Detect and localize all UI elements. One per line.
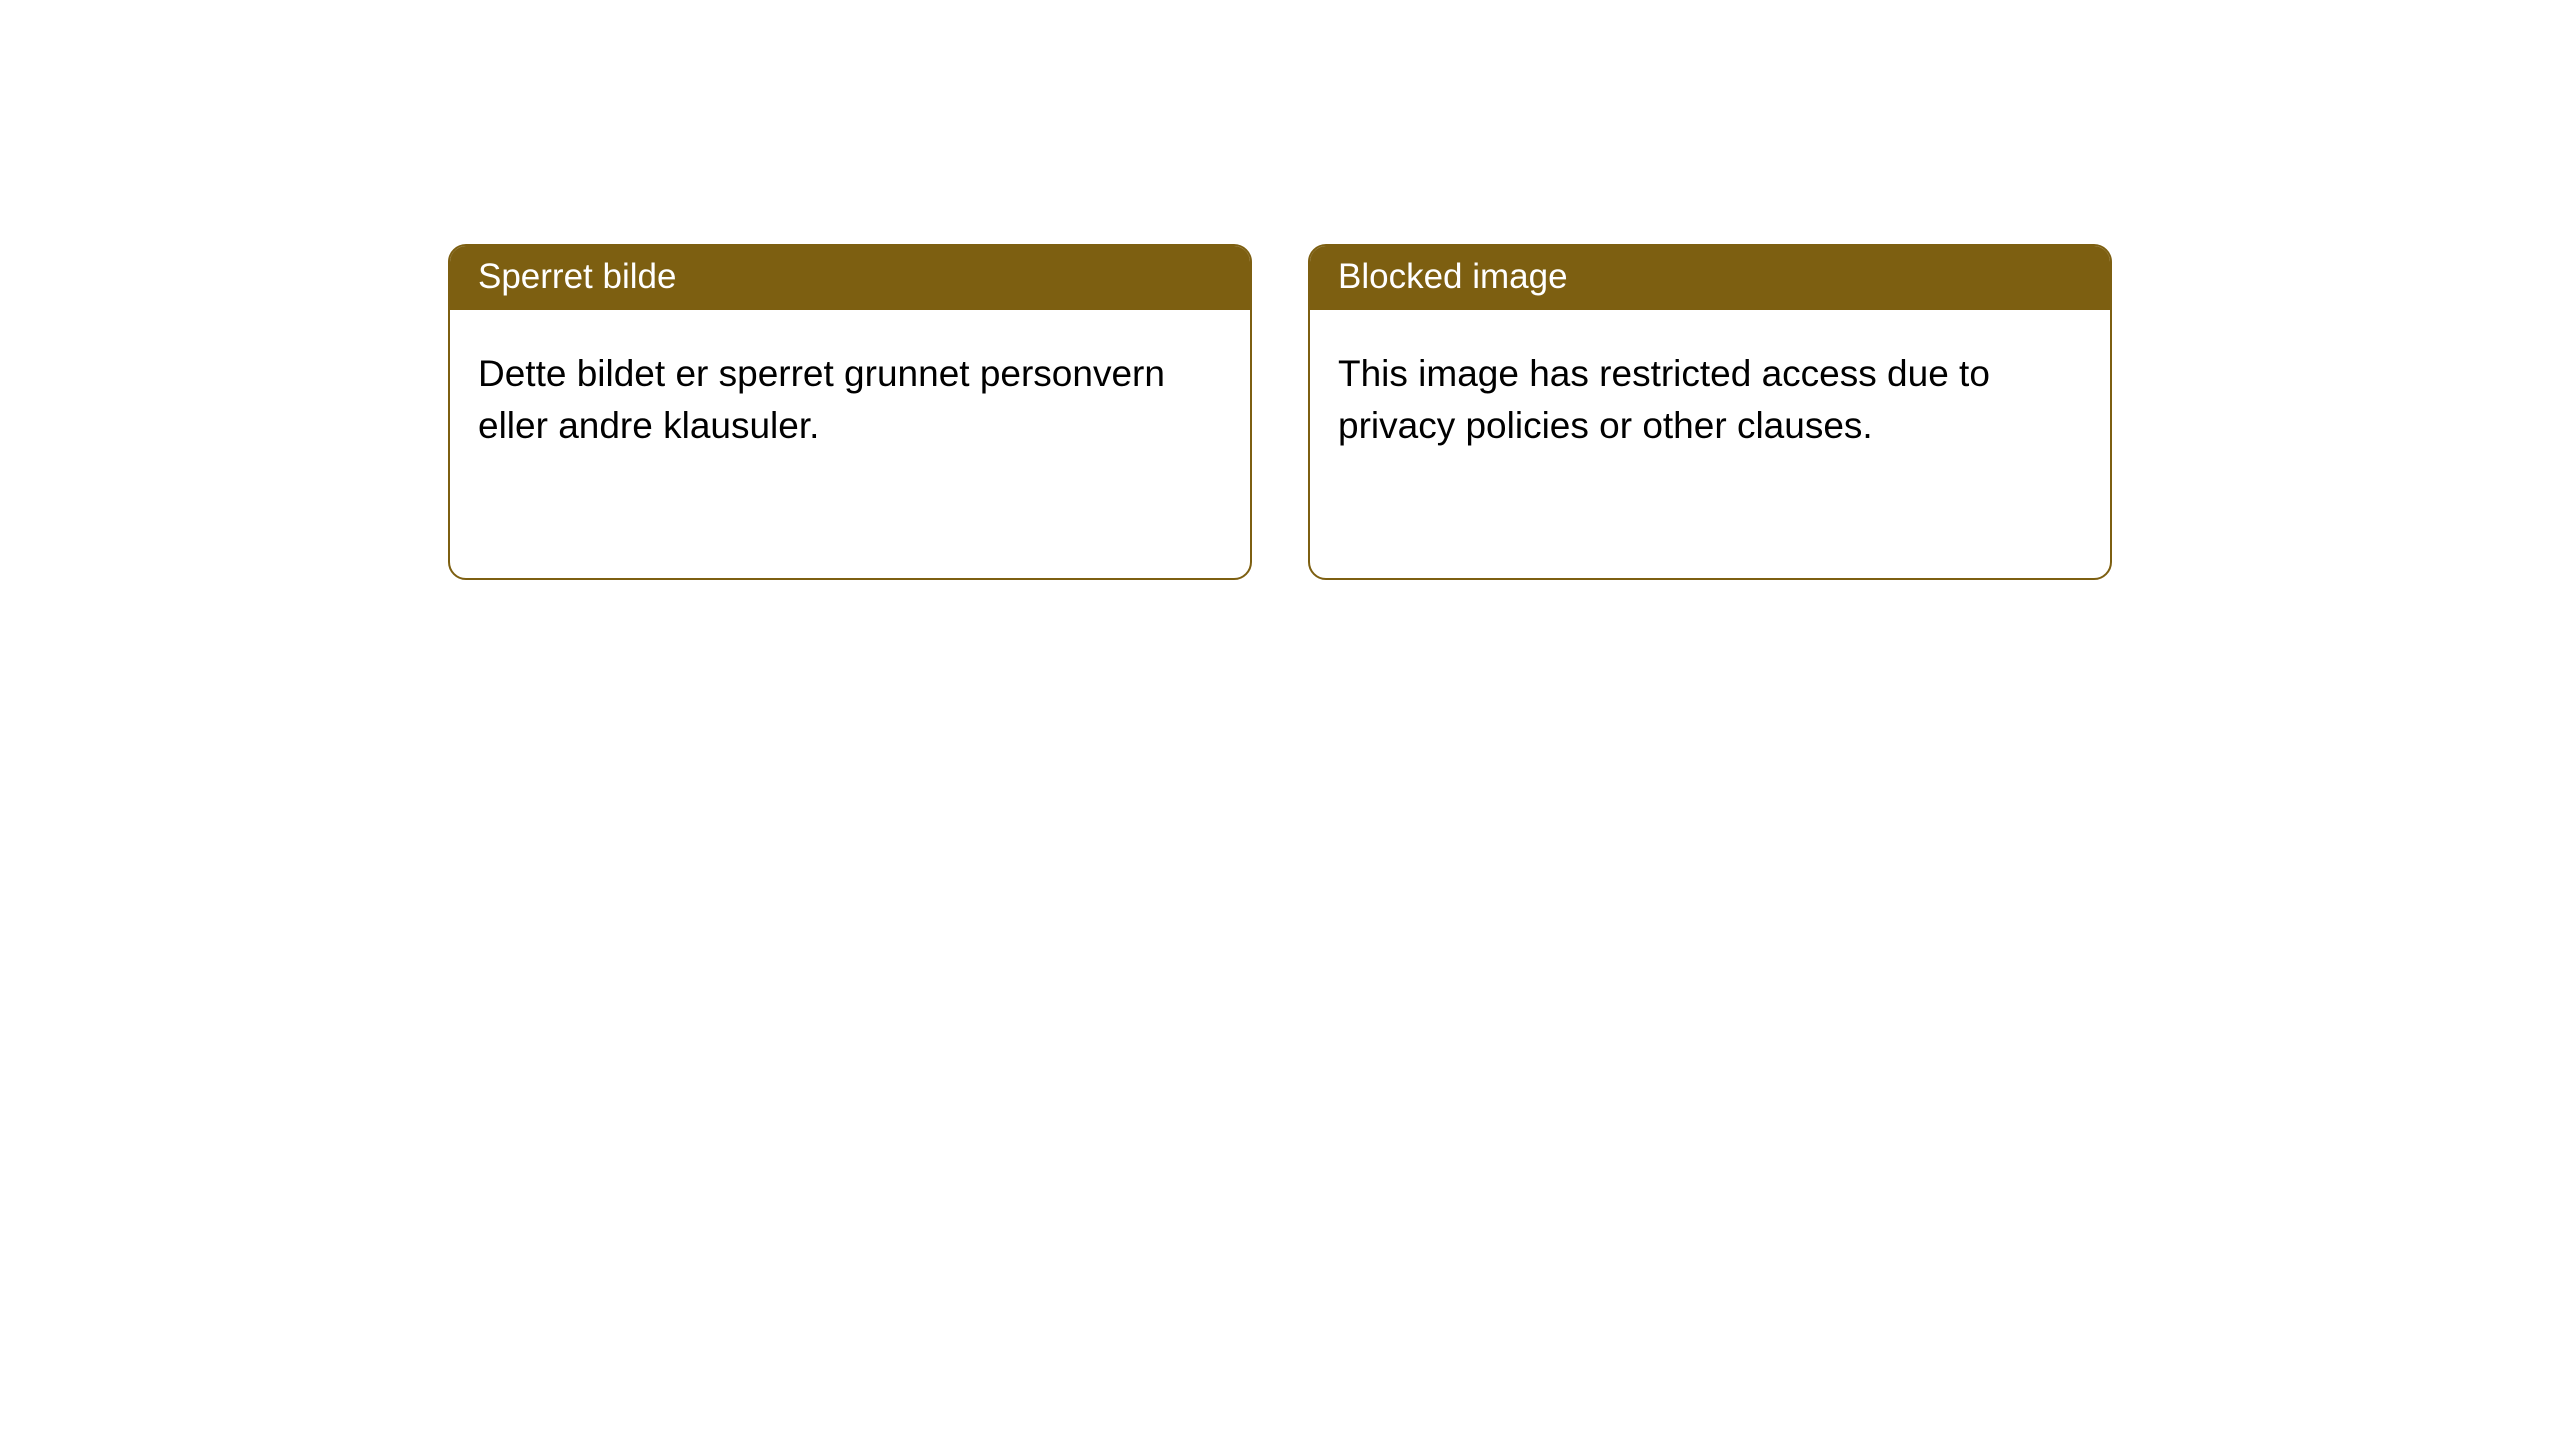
- notice-card-body: This image has restricted access due to …: [1310, 310, 2110, 480]
- notice-card-body: Dette bildet er sperret grunnet personve…: [450, 310, 1250, 480]
- notice-card-english: Blocked image This image has restricted …: [1308, 244, 2112, 580]
- notice-cards-container: Sperret bilde Dette bildet er sperret gr…: [448, 244, 2112, 1440]
- notice-card-header: Sperret bilde: [450, 246, 1250, 310]
- notice-card-norwegian: Sperret bilde Dette bildet er sperret gr…: [448, 244, 1252, 580]
- notice-card-header: Blocked image: [1310, 246, 2110, 310]
